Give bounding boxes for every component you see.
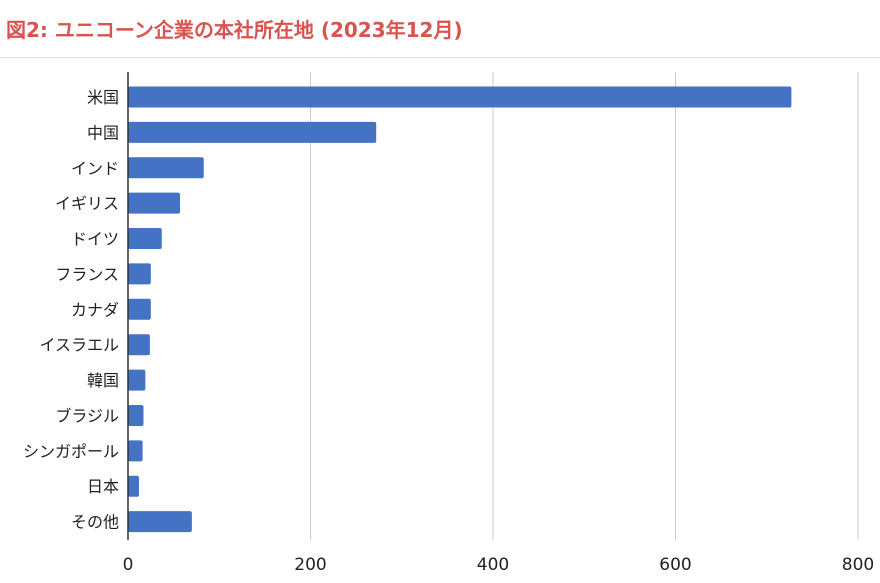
bar	[128, 404, 144, 426]
title-divider	[0, 57, 880, 58]
bar	[128, 228, 162, 250]
category-label: イスラエル	[39, 336, 119, 355]
x-tick-label: 800	[842, 555, 874, 575]
category-label: ブラジル	[55, 406, 119, 425]
x-tick-label: 0	[123, 555, 134, 575]
bar	[128, 511, 192, 533]
category-label: カナダ	[71, 300, 119, 319]
category-label: 中国	[87, 123, 119, 142]
bar	[128, 475, 139, 497]
bar	[128, 334, 150, 356]
bar	[128, 369, 146, 391]
bar	[128, 121, 377, 143]
category-label: 日本	[87, 477, 119, 496]
category-label: フランス	[55, 265, 119, 284]
bar	[128, 192, 181, 214]
category-label: 韓国	[87, 371, 119, 390]
chart-title: 図2: ユニコーン企業の本社所在地 (2023年12月)	[6, 18, 463, 42]
x-tick-label: 400	[477, 555, 509, 575]
category-label: シンガポール	[23, 442, 119, 461]
x-tick-label: 200	[294, 555, 326, 575]
bar	[128, 86, 792, 108]
category-label: イギリス	[55, 194, 119, 213]
bar-layer	[128, 86, 792, 533]
bar	[128, 157, 204, 179]
category-label: その他	[71, 513, 119, 532]
x-tick-label: 600	[659, 555, 691, 575]
category-label: 米国	[87, 88, 119, 107]
bar	[128, 263, 151, 285]
bar	[128, 440, 143, 462]
grid-layer	[310, 72, 859, 540]
axis-layer: 0 200 400 600 800 米国中国インドイギリスドイツフランスカナダイスラエル韓…	[23, 72, 874, 575]
category-label: インド	[71, 159, 119, 178]
category-label: ドイツ	[71, 230, 119, 249]
bar	[128, 298, 151, 320]
